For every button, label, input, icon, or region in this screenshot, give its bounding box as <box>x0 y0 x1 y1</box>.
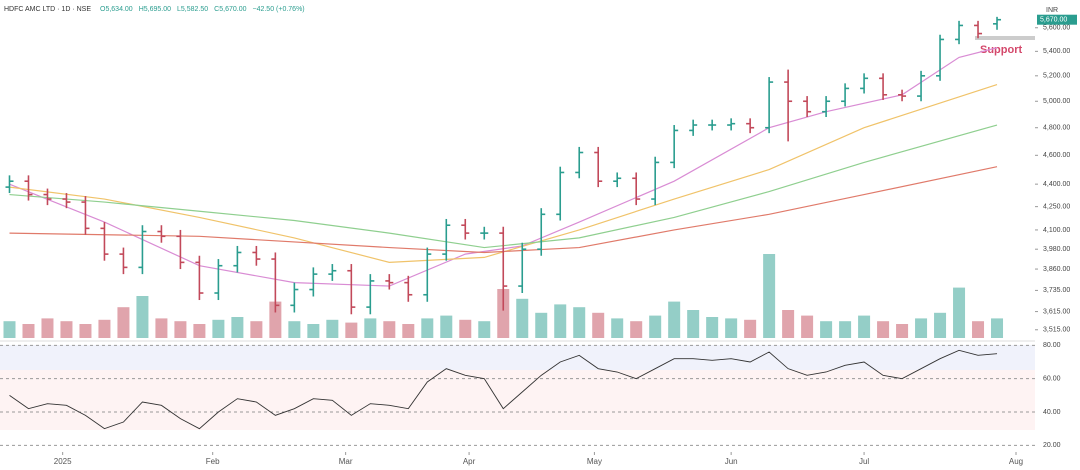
volume-bar <box>649 315 662 338</box>
x-tick-label: Apr <box>463 457 476 466</box>
volume-bar <box>516 298 529 338</box>
y-tick-label: 5,000.00 <box>1043 98 1070 105</box>
currency: INR <box>1046 7 1058 14</box>
x-tick-label: Jul <box>859 457 869 466</box>
volume-bar <box>592 312 605 338</box>
volume-bar <box>402 324 415 338</box>
volume-bar <box>896 324 909 338</box>
ohlc-label: H5,695.00 <box>139 6 171 13</box>
volume-bar <box>174 321 187 338</box>
volume-bar <box>934 312 947 338</box>
rsi-band <box>0 345 1035 370</box>
ohlc-label: −42.50 (+0.76%) <box>252 6 304 13</box>
volume-bar <box>250 321 263 338</box>
volume-bar <box>440 315 453 338</box>
volume-bar <box>212 319 225 338</box>
volume-bar <box>744 319 757 338</box>
y-tick-label: 3,615.00 <box>1043 308 1070 315</box>
volume-bar <box>858 315 871 338</box>
chart-title: HDFC AMC LTD · 1D · NSE <box>4 6 91 13</box>
annotation: Support <box>980 44 1022 56</box>
volume-bar <box>326 319 339 338</box>
volume-bar <box>554 304 567 338</box>
rsi-tick-label: 40.00 <box>1043 409 1061 416</box>
y-tick-label: 4,600.00 <box>1043 152 1070 159</box>
x-tick-label: 2025 <box>54 457 72 466</box>
volume-bar <box>687 310 700 338</box>
volume-bar <box>763 254 776 338</box>
volume-bar <box>478 321 491 338</box>
moving-average <box>9 124 998 249</box>
price-tag-label: 5,670.00 <box>1040 17 1067 24</box>
volume-bar <box>136 296 149 338</box>
rsi-line <box>9 349 998 430</box>
volume-bar <box>22 324 35 338</box>
support-line <box>975 36 1035 40</box>
volume-bar <box>307 324 320 338</box>
ohlc-label: C5,670.00 <box>214 6 246 13</box>
moving-average <box>9 47 998 287</box>
volume-bar <box>573 307 586 338</box>
y-tick-label: 5,200.00 <box>1043 73 1070 80</box>
ohlc-label: L5,582.50 <box>177 6 208 13</box>
moving-average <box>9 166 998 254</box>
volume-bar <box>801 315 814 338</box>
volume-bar <box>706 317 719 338</box>
volume-bar <box>41 318 54 338</box>
volume-bar <box>839 321 852 338</box>
volume-bar <box>459 319 472 338</box>
volume-bar <box>611 318 624 338</box>
volume-bar <box>991 318 1004 338</box>
y-tick-label: 4,800.00 <box>1043 125 1070 132</box>
ohlc-label: O5,634.00 <box>100 6 133 13</box>
volume-bar <box>953 287 966 338</box>
volume-bar <box>345 322 358 338</box>
rsi-tick-label: 80.00 <box>1043 342 1061 349</box>
y-tick-label: 3,980.00 <box>1043 246 1070 253</box>
x-tick-label: Aug <box>1009 457 1023 466</box>
volume-bar <box>269 301 282 338</box>
y-tick-label: 3,860.00 <box>1043 266 1070 273</box>
volume-bar <box>497 289 510 338</box>
y-tick-label: 4,100.00 <box>1043 227 1070 234</box>
volume-bar <box>79 324 92 338</box>
volume-bar <box>535 312 548 338</box>
volume-bar <box>972 321 985 338</box>
volume-bar <box>877 321 890 338</box>
y-tick-label: 3,515.00 <box>1043 327 1070 334</box>
volume-bar <box>193 324 206 338</box>
rsi-tick-label: 60.00 <box>1043 376 1061 383</box>
rsi-band <box>0 370 1035 430</box>
volume-bar <box>155 318 168 338</box>
rsi-tick-label: 20.00 <box>1043 442 1061 449</box>
volume-bar <box>98 319 111 338</box>
y-tick-label: 4,250.00 <box>1043 203 1070 210</box>
volume-bar <box>288 321 301 338</box>
moving-average <box>9 84 998 263</box>
volume-bar <box>60 321 73 338</box>
x-tick-label: Mar <box>339 457 353 466</box>
y-tick-label: 4,400.00 <box>1043 181 1070 188</box>
y-tick-label: 5,600.00 <box>1043 25 1070 32</box>
y-tick-label: 5,400.00 <box>1043 48 1070 55</box>
volume-bar <box>231 317 244 338</box>
x-tick-label: Jun <box>725 457 738 466</box>
x-tick-label: Feb <box>206 457 220 466</box>
y-tick-label: 3,735.00 <box>1043 287 1070 294</box>
volume-bar <box>668 301 681 338</box>
volume-bar <box>421 318 434 338</box>
volume-bar <box>364 318 377 338</box>
volume-bar <box>3 321 16 338</box>
volume-bar <box>383 321 396 338</box>
x-tick-label: May <box>587 457 602 466</box>
volume-bar <box>630 321 643 338</box>
volume-bar <box>725 318 738 338</box>
volume-bar <box>782 310 795 338</box>
volume-bar <box>820 321 833 338</box>
volume-bar <box>915 318 928 338</box>
price-tag <box>1037 14 1077 25</box>
volume-bar <box>117 307 130 338</box>
